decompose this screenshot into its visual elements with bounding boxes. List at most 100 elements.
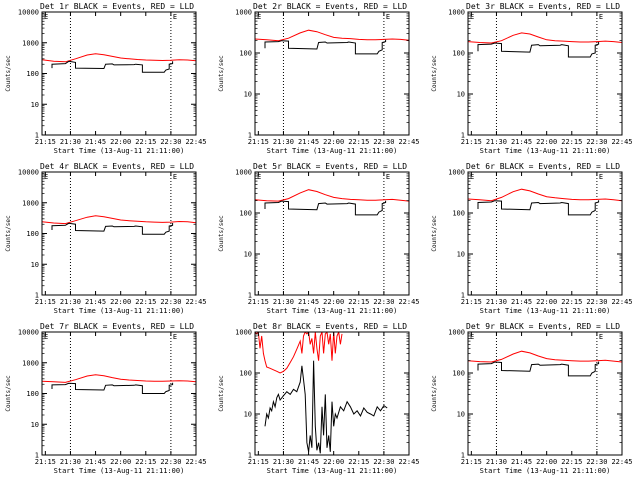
chart-title: Det 1r BLACK = Events, RED = LLD — [40, 2, 194, 11]
x-tick-label: 22:45 — [611, 458, 632, 466]
chart-svg: Det 2r BLACK = Events, RED = LLD 1 10 100 10… — [218, 2, 420, 155]
x-tick-label: 22:45 — [185, 298, 206, 306]
x-tick-label: 21:30 — [60, 298, 81, 306]
flag-label: E — [470, 333, 474, 341]
x-tick-label: 22:30 — [160, 138, 181, 146]
y-tick-label: 1 — [248, 452, 252, 460]
y-tick-label: 10 — [31, 101, 39, 109]
x-tick-label: 21:15 — [248, 138, 269, 146]
flag-label: E — [257, 173, 261, 181]
y-tick-label: 10 — [457, 91, 465, 99]
y-tick-label: 100 — [452, 50, 465, 58]
x-tick-label: 21:45 — [298, 298, 319, 306]
x-tick-label: 21:45 — [298, 138, 319, 146]
x-tick-label: 22:30 — [160, 458, 181, 466]
lld-series-line — [255, 29, 409, 42]
x-tick-label: 21:15 — [248, 298, 269, 306]
y-tick-label: 1 — [248, 132, 252, 140]
x-tick-label: 21:15 — [35, 138, 56, 146]
chart-svg: Det 5r BLACK = Events, RED = LLD 1 10 100 10… — [218, 162, 420, 315]
y-tick-label: 1000 — [448, 9, 465, 17]
x-tick-label: 22:30 — [373, 138, 394, 146]
y-axis-label: Counts/sec — [431, 55, 438, 92]
flag-label: E — [44, 333, 48, 341]
x-tick-label: 22:00 — [536, 138, 557, 146]
x-tick-label: 22:15 — [135, 458, 156, 466]
y-tick-label: 1000 — [448, 329, 465, 337]
x-tick-label: 21:15 — [461, 458, 482, 466]
x-tick-label: 21:45 — [85, 298, 106, 306]
x-tick-label: 22:00 — [323, 138, 344, 146]
y-axis-label: Counts/sec — [5, 375, 12, 412]
x-tick-label: 21:15 — [461, 298, 482, 306]
x-tick-label: 22:30 — [373, 458, 394, 466]
y-tick-label: 10 — [244, 411, 252, 419]
lld-series-line — [468, 350, 622, 363]
y-tick-label: 100 — [452, 210, 465, 218]
y-tick-label: 1 — [248, 292, 252, 300]
detector-panel: Det 2r BLACK = Events, RED = LLD 1 10 100 10… — [213, 0, 426, 160]
x-tick-label: 22:15 — [561, 458, 582, 466]
events-series-line — [264, 39, 387, 55]
lld-series-line — [42, 215, 196, 225]
chart-title: Det 2r BLACK = Events, RED = LLD — [253, 2, 407, 11]
y-tick-label: 10000 — [18, 329, 39, 337]
x-tick-label: 21:45 — [511, 298, 532, 306]
y-axis-label: Counts/sec — [431, 215, 438, 252]
x-tick-label: 21:15 — [248, 458, 269, 466]
y-tick-label: 1000 — [22, 39, 39, 47]
y-tick-label: 10 — [457, 251, 465, 259]
x-tick-label: 22:00 — [323, 458, 344, 466]
y-tick-label: 10 — [244, 251, 252, 259]
x-tick-label: 21:30 — [60, 458, 81, 466]
y-tick-label: 100 — [26, 230, 39, 238]
x-axis-label: Start Time (13-Aug-11 21:11:00) — [480, 147, 611, 155]
x-tick-label: 22:15 — [135, 298, 156, 306]
x-tick-label: 21:30 — [273, 138, 294, 146]
x-tick-label: 22:00 — [110, 298, 131, 306]
y-tick-label: 10 — [244, 91, 252, 99]
flag-label: E — [599, 333, 603, 341]
chart-svg: Det 9r BLACK = Events, RED = LLD 1 10 100 10… — [431, 322, 633, 475]
lld-series-line — [255, 189, 409, 202]
y-axis-label: Counts/sec — [218, 375, 225, 412]
x-tick-label: 22:15 — [135, 138, 156, 146]
x-tick-label: 22:30 — [586, 298, 607, 306]
x-tick-label: 21:30 — [273, 298, 294, 306]
y-tick-label: 1 — [461, 292, 465, 300]
flag-label: E — [173, 333, 177, 341]
x-tick-label: 22:15 — [561, 138, 582, 146]
y-tick-label: 100 — [26, 390, 39, 398]
x-tick-label: 21:45 — [511, 138, 532, 146]
x-axis-label: Start Time (13-Aug-11 21:11:00) — [480, 307, 611, 315]
chart-svg: Det 6r BLACK = Events, RED = LLD 1 10 100 10… — [431, 162, 633, 315]
x-tick-label: 21:45 — [511, 458, 532, 466]
x-axis-label: Start Time (13-Aug-11 21:11:00) — [480, 467, 611, 475]
detector-panel: Det 9r BLACK = Events, RED = LLD 1 10 100 10… — [426, 320, 639, 480]
chart-title: Det 9r BLACK = Events, RED = LLD — [466, 322, 620, 331]
plot-frame — [41, 171, 197, 296]
y-axis-label: Counts/sec — [218, 55, 225, 92]
x-axis-label: Start Time (13-Aug-11 21:11:00) — [54, 147, 185, 155]
flag-label: E — [257, 13, 261, 21]
events-series-line — [264, 200, 387, 216]
events-series-line — [51, 222, 174, 235]
plot-frame — [254, 11, 410, 136]
x-tick-label: 21:30 — [273, 458, 294, 466]
plot-frame — [41, 11, 197, 136]
chart-title: Det 8r BLACK = Events, RED = LLD — [253, 322, 407, 331]
x-tick-label: 22:45 — [398, 138, 419, 146]
chart-svg: Det 3r BLACK = Events, RED = LLD 1 10 100 10… — [431, 2, 633, 155]
events-series-line — [477, 200, 600, 216]
flag-label: E — [470, 173, 474, 181]
y-tick-label: 1 — [35, 132, 39, 140]
y-tick-label: 10 — [31, 261, 39, 269]
y-tick-label: 1000 — [448, 169, 465, 177]
y-tick-label: 100 — [239, 50, 252, 58]
lld-series-line — [468, 188, 622, 202]
x-tick-label: 22:45 — [398, 298, 419, 306]
y-tick-label: 1000 — [235, 169, 252, 177]
y-tick-label: 1000 — [22, 359, 39, 367]
x-tick-label: 22:30 — [373, 298, 394, 306]
y-axis-label: Counts/sec — [431, 375, 438, 412]
